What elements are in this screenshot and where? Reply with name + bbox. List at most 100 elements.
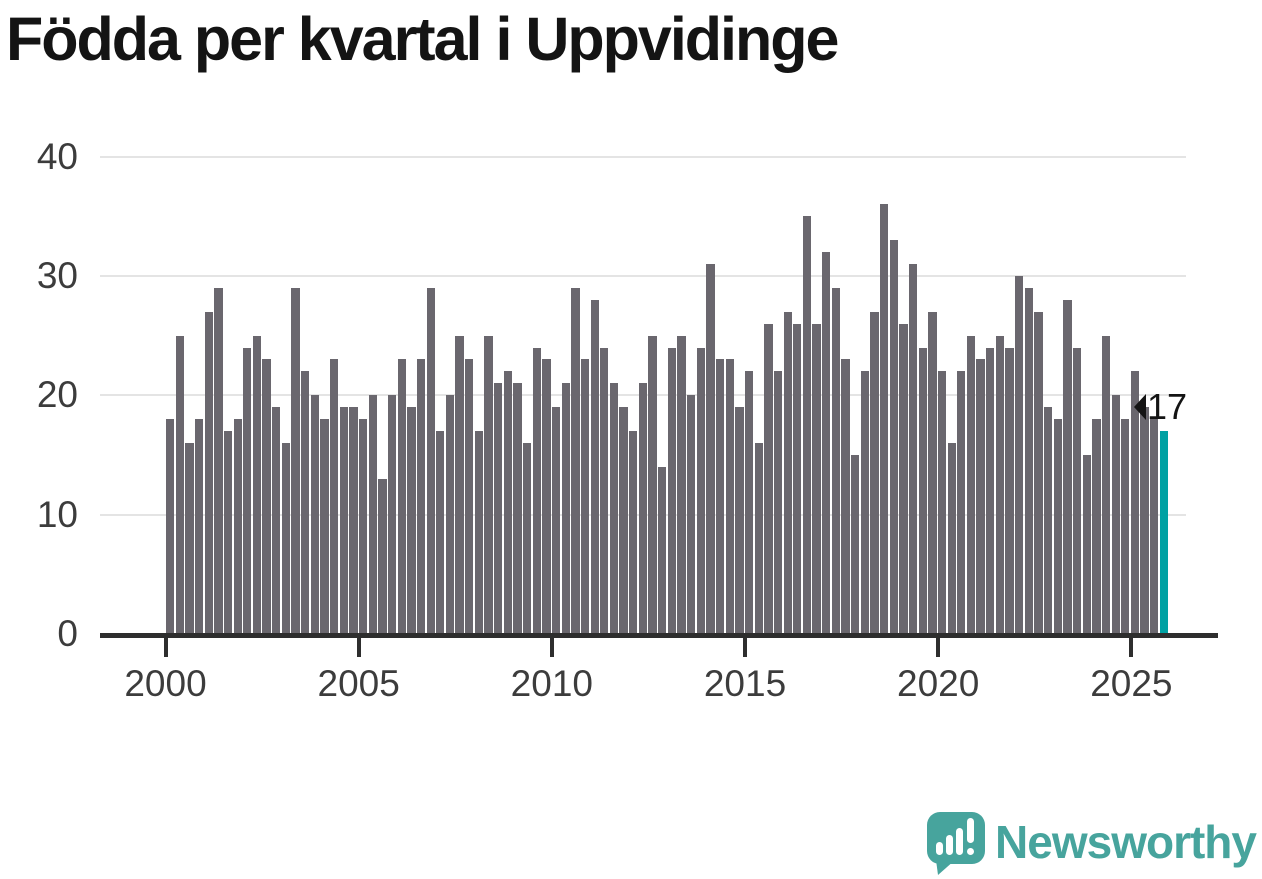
bar-2007Q4: [465, 359, 474, 634]
y-axis-label-0: 0: [57, 613, 78, 654]
bar-2006Q2: [407, 407, 416, 634]
bar-2014Q1: [706, 264, 715, 634]
bar-2016Q2: [793, 323, 802, 634]
last-value-annotation: 17: [1134, 386, 1187, 428]
bar-2025Q1: [1130, 371, 1140, 634]
bar-2001Q3: [223, 431, 233, 634]
x-axis-label-2020: 2020: [897, 663, 980, 704]
bar-2012Q2: [638, 383, 648, 634]
bar-2004Q4: [349, 407, 358, 634]
bar-2013Q4: [696, 347, 705, 634]
bar-2011Q4: [619, 407, 628, 634]
bar-2011Q1: [590, 299, 599, 634]
bar-2008Q2: [484, 335, 493, 634]
bar-2000Q3: [185, 443, 194, 634]
bar-2018Q4: [889, 240, 898, 634]
bar-2017Q3: [841, 359, 850, 634]
bar-2005Q2: [368, 395, 377, 634]
x-axis-tick-2015: [743, 636, 747, 657]
bar-2025Q2: [1140, 407, 1149, 634]
bar-2018Q2: [870, 311, 879, 634]
bar-2019Q1: [899, 323, 908, 634]
plot-area: 0 10 20 30 40 2000 2005 2010 2015 2020 2025 17: [36, 135, 1218, 704]
bar-2009Q2: [522, 443, 532, 634]
bar-2013Q2: [677, 335, 686, 634]
bar-2009Q1: [513, 383, 522, 634]
bar-2023Q2: [1063, 299, 1072, 634]
newsworthy-logo-icon: [927, 810, 986, 875]
bar-2006Q3: [416, 359, 426, 634]
x-axis-tick-2025: [1129, 636, 1134, 657]
bar-2015Q2: [754, 443, 763, 634]
bar-2000Q1: [166, 419, 175, 634]
bar-2021Q2: [986, 347, 995, 634]
bar-2001Q4: [233, 419, 242, 634]
bar-2017Q2: [831, 287, 841, 634]
bar-2022Q1: [1015, 275, 1024, 634]
bar-2018Q3: [879, 204, 889, 634]
x-axis-label-2025: 2025: [1090, 663, 1173, 704]
bar-2024Q4: [1121, 419, 1130, 634]
annotation-arrow-icon: [1134, 394, 1146, 420]
bar-2000Q4: [194, 419, 204, 634]
bar-2024Q2: [1101, 335, 1111, 634]
x-axis-label-2000: 2000: [124, 663, 207, 704]
x-axis-tick-2000: [163, 636, 168, 657]
bar-2008Q3: [494, 383, 503, 634]
bar-2012Q1: [629, 431, 638, 634]
bar-2025Q3: [1150, 419, 1159, 634]
brand-name: Newsworthy: [995, 816, 1257, 868]
bar-2010Q3: [571, 287, 580, 634]
bar-2023Q4: [1082, 454, 1091, 634]
y-axis-label-40: 40: [36, 135, 78, 177]
bar-2013Q3: [687, 395, 696, 634]
bar-2022Q2: [1024, 287, 1033, 634]
bar-2014Q4: [735, 407, 744, 634]
bar-2025Q4: [1159, 431, 1169, 634]
bar-2003Q4: [310, 395, 320, 634]
bar-2021Q4: [1005, 347, 1014, 634]
bar-2019Q2: [908, 264, 918, 634]
bar-2017Q1: [822, 252, 831, 634]
bar-2020Q1: [937, 371, 947, 634]
bar-2015Q4: [773, 371, 783, 634]
bar-2017Q4: [851, 454, 860, 634]
bar-2018Q1: [860, 371, 869, 634]
bar-2008Q1: [474, 431, 484, 634]
bar-2011Q2: [600, 347, 609, 634]
x-axis-label-2015: 2015: [703, 663, 787, 704]
bar-2009Q3: [532, 347, 541, 634]
bar-2012Q4: [658, 466, 667, 634]
bar-2010Q4: [580, 359, 590, 634]
bar-2015Q1: [744, 371, 754, 634]
x-axis-tick-2020: [936, 636, 941, 657]
bar-2005Q3: [378, 478, 387, 634]
bar-2020Q2: [947, 443, 956, 634]
x-axis-label-2010: 2010: [510, 663, 593, 704]
bar-2014Q2: [715, 359, 725, 634]
x-axis-label-2005: 2005: [317, 663, 400, 704]
bar-2002Q4: [272, 407, 281, 634]
x-axis-tick-2010: [549, 636, 554, 657]
bar-2016Q3: [802, 216, 812, 634]
bar-2003Q1: [281, 443, 291, 634]
bar-2009Q4: [542, 359, 551, 634]
bar-2005Q4: [387, 395, 397, 634]
bar-2007Q3: [455, 335, 464, 634]
bar-2007Q1: [436, 431, 445, 634]
y-axis-label-20: 20: [36, 374, 78, 416]
gridline-y-30: [100, 274, 1186, 277]
bar-2001Q2: [214, 287, 223, 634]
bar-2020Q3: [957, 371, 966, 634]
bar-2010Q1: [551, 407, 561, 634]
gridline-y-40: [100, 155, 1186, 158]
bar-2006Q4: [426, 287, 435, 634]
bar-2004Q1: [320, 419, 329, 634]
x-axis-tick-2005: [356, 636, 361, 657]
bar-2016Q1: [783, 311, 792, 634]
brand-footer: Newsworthy: [927, 810, 1257, 875]
bar-2019Q3: [918, 347, 927, 634]
bar-2019Q4: [928, 311, 937, 634]
bar-2021Q1: [976, 359, 985, 634]
